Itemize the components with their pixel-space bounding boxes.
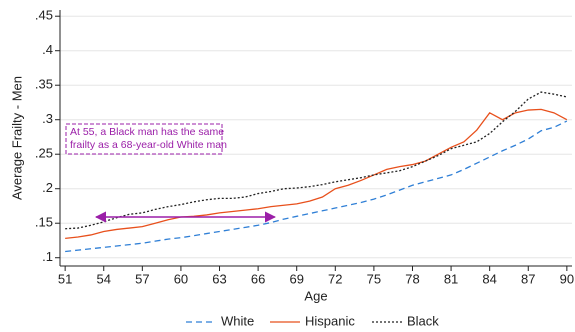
y-tick-label: .35 xyxy=(35,77,53,92)
annotation-text: frailty as a 68-year-old White man xyxy=(70,139,227,151)
x-tick-label: 60 xyxy=(174,271,188,286)
x-tick-label: 51 xyxy=(58,271,72,286)
x-tick-label: 72 xyxy=(328,271,342,286)
legend-label: Hispanic xyxy=(305,313,355,328)
y-tick-label: .1 xyxy=(42,249,53,264)
legend-label: Black xyxy=(407,313,439,328)
y-tick-label: .3 xyxy=(42,111,53,126)
y-tick-label: .45 xyxy=(35,8,53,23)
x-axis-label: Age xyxy=(304,288,327,303)
x-tick-label: 57 xyxy=(135,271,149,286)
x-tick-label: 75 xyxy=(367,271,381,286)
series-line xyxy=(65,108,568,240)
x-tick-label: 63 xyxy=(212,271,226,286)
x-tick-label: 54 xyxy=(97,271,111,286)
x-tick-label: 84 xyxy=(482,271,496,286)
x-tick-label: 81 xyxy=(444,271,458,286)
annotation-text: At 55, a Black man has the same xyxy=(70,126,224,138)
x-tick-label: 87 xyxy=(521,271,535,286)
series-line xyxy=(65,91,567,230)
x-tick-label: 90 xyxy=(560,271,574,286)
y-tick-label: .4 xyxy=(42,42,53,57)
annotation-box xyxy=(65,123,223,155)
x-tick-label: 78 xyxy=(405,271,419,286)
x-tick-label: 69 xyxy=(289,271,303,286)
y-tick-label: .15 xyxy=(35,215,53,230)
legend-label: White xyxy=(221,313,254,328)
x-tick-label: 66 xyxy=(251,271,265,286)
y-tick-label: .2 xyxy=(42,180,53,195)
y-tick-label: .25 xyxy=(35,146,53,161)
y-axis-label: Average Frailty - Men xyxy=(9,76,24,200)
series-line xyxy=(65,120,568,253)
